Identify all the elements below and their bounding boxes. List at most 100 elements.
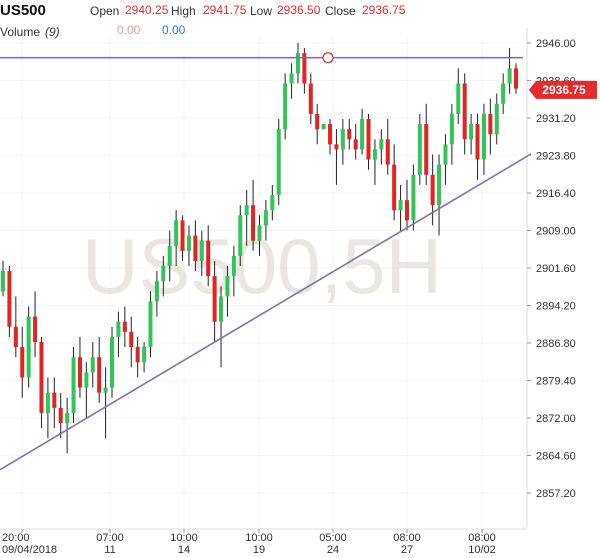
candle-up — [110, 336, 115, 388]
volume-value-1: 0.00 — [117, 23, 141, 37]
candle-down — [206, 240, 211, 277]
high-value: 2941.75 — [203, 3, 247, 17]
candle-up — [26, 316, 31, 378]
low-value: 2936.50 — [277, 3, 321, 17]
open-label: Open — [90, 4, 120, 18]
y-tick-label: 2946.00 — [536, 38, 576, 50]
x-tick-time: 07:00 — [96, 532, 124, 544]
candle-up — [289, 73, 294, 84]
x-tick-time: 10:00 — [170, 532, 198, 544]
candle-up — [379, 139, 384, 150]
x-tick-date: 19 — [253, 544, 265, 556]
last-price-tag — [529, 80, 597, 99]
candle-up — [65, 412, 70, 424]
candle-down — [13, 326, 18, 348]
candle-up — [270, 195, 275, 211]
candle-down — [347, 129, 352, 140]
x-tick-time: 20:00 — [2, 532, 30, 544]
high-label: High — [171, 4, 196, 18]
y-tick-label: 2901.60 — [536, 263, 576, 275]
candle-down — [7, 271, 12, 327]
candle-down — [392, 164, 397, 211]
candle-up — [45, 392, 50, 413]
candle-up — [360, 119, 365, 150]
open-value: 2940.25 — [125, 3, 169, 17]
candle-up — [276, 129, 281, 196]
candle-up — [154, 281, 159, 302]
y-tick-label: 2886.80 — [536, 338, 576, 350]
candle-up — [257, 225, 262, 241]
volume-value-2: 0.00 — [162, 23, 186, 37]
volume-label: Volume — [0, 25, 41, 39]
candle-up — [238, 215, 243, 256]
candle-down — [58, 407, 63, 424]
chart-header: US500 Open 2940.25 High 2941.75 Low 2936… — [0, 0, 600, 40]
candle-up — [295, 53, 300, 74]
candle-down — [366, 119, 371, 160]
x-tick-date: 14 — [178, 544, 190, 556]
candle-down — [180, 220, 185, 251]
candle-up — [231, 255, 236, 277]
x-tick-time: 10:00 — [245, 532, 273, 544]
candle-down — [97, 357, 102, 393]
candle-down — [39, 341, 44, 413]
candle-up — [1, 271, 5, 292]
candle-down — [514, 68, 518, 89]
candle-down — [334, 144, 339, 150]
x-tick-time: 05:00 — [319, 532, 347, 544]
y-tick-label: 2923.80 — [536, 151, 576, 163]
candle-up — [142, 347, 147, 363]
candle-down — [302, 53, 307, 84]
last-price-value: 2936.75 — [542, 83, 586, 97]
candle-up — [219, 296, 224, 322]
candle-down — [52, 392, 57, 408]
candle-up — [494, 103, 499, 135]
candle-down — [328, 124, 333, 145]
candle-up — [167, 245, 172, 266]
candle-down — [122, 321, 127, 332]
candle-up — [148, 301, 153, 348]
candle-up — [161, 265, 166, 282]
y-tick-label: 2857.20 — [536, 488, 576, 500]
candle-up — [443, 144, 448, 165]
candle-up — [244, 205, 249, 216]
candle-up — [456, 83, 461, 114]
x-tick-date: 24 — [327, 544, 339, 556]
symbol-title: US500 — [0, 2, 46, 19]
candle-down — [33, 316, 38, 342]
trend-line — [0, 153, 532, 471]
candle-up — [103, 387, 108, 393]
x-tick-date: 11 — [104, 544, 115, 556]
candle-up — [225, 276, 230, 297]
level-anchor-handle — [322, 52, 334, 64]
candle-up — [283, 83, 288, 130]
candle-up — [469, 124, 474, 140]
close-value: 2936.75 — [362, 3, 406, 17]
candle-down — [475, 124, 480, 160]
y-tick-label: 2879.40 — [536, 376, 576, 388]
candle-down — [129, 331, 134, 348]
candle-up — [199, 240, 204, 261]
candle-up — [71, 357, 76, 413]
candle-up — [417, 124, 422, 175]
candle-down — [424, 124, 429, 175]
candle-up — [449, 113, 454, 145]
low-label: Low — [250, 4, 273, 18]
x-tick-time: 08:00 — [393, 532, 421, 544]
candle-up — [398, 200, 403, 211]
candle-down — [430, 174, 435, 206]
candle-down — [488, 113, 493, 135]
candle-up — [481, 113, 486, 160]
candle-down — [308, 83, 313, 114]
y-tick-label: 2916.40 — [536, 188, 576, 200]
y-tick-label: 2894.20 — [536, 301, 576, 313]
candle-down — [404, 200, 409, 221]
x-tick-date: 09/04/2018 — [2, 544, 57, 556]
candle-up — [90, 357, 95, 373]
candle-up — [186, 235, 191, 251]
candle-down — [251, 205, 256, 241]
y-tick-label: 2864.60 — [536, 451, 576, 463]
candle-up — [507, 68, 512, 84]
close-label: Close — [325, 4, 356, 18]
